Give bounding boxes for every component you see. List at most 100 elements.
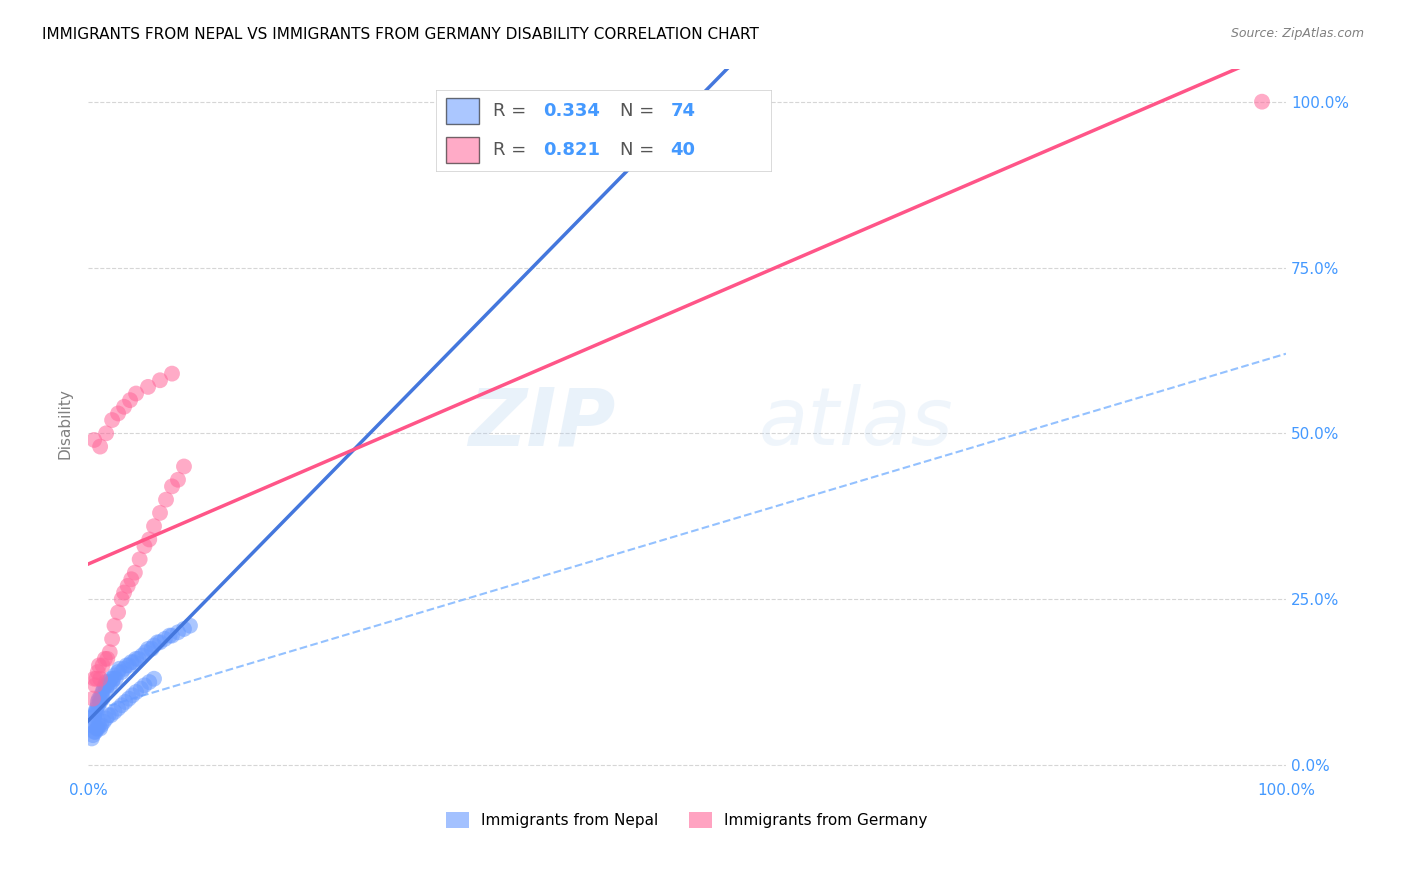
Point xyxy=(146,635,169,649)
Point xyxy=(103,668,125,682)
Point xyxy=(96,652,118,666)
Point xyxy=(143,639,166,653)
Point xyxy=(143,672,166,686)
Point xyxy=(112,662,135,676)
Point xyxy=(89,691,111,706)
Point xyxy=(90,718,112,732)
Point xyxy=(138,533,160,547)
Point xyxy=(87,658,110,673)
Point xyxy=(91,658,114,673)
Point xyxy=(135,645,157,659)
Point xyxy=(103,672,125,686)
Point xyxy=(136,641,159,656)
Point xyxy=(103,705,125,719)
Point xyxy=(86,705,108,719)
Point xyxy=(83,433,105,447)
Point xyxy=(131,648,153,663)
Point xyxy=(87,698,110,713)
Text: ZIP: ZIP xyxy=(468,384,616,462)
Point xyxy=(83,672,105,686)
Point xyxy=(89,440,111,454)
Point xyxy=(90,689,112,703)
Point xyxy=(100,672,122,686)
Point xyxy=(107,665,129,679)
Point xyxy=(87,718,110,732)
Point xyxy=(94,675,117,690)
Point xyxy=(134,678,156,692)
Point xyxy=(94,712,117,726)
Point xyxy=(87,691,110,706)
Point xyxy=(80,718,103,732)
Point xyxy=(155,492,177,507)
Y-axis label: Disability: Disability xyxy=(58,388,72,458)
Point xyxy=(159,629,181,643)
Point xyxy=(83,724,105,739)
Point xyxy=(89,672,111,686)
Point xyxy=(101,413,124,427)
Point xyxy=(160,629,183,643)
Point xyxy=(120,393,142,408)
Point xyxy=(101,675,124,690)
Point xyxy=(96,678,118,692)
Point xyxy=(125,685,148,699)
Point xyxy=(80,731,103,746)
Point xyxy=(93,714,115,729)
Point xyxy=(114,695,136,709)
Point xyxy=(84,678,107,692)
Point xyxy=(138,675,160,690)
Text: Source: ZipAtlas.com: Source: ZipAtlas.com xyxy=(1230,27,1364,40)
Point xyxy=(134,539,156,553)
Point xyxy=(87,722,110,736)
Point xyxy=(149,373,172,387)
Point xyxy=(86,701,108,715)
Point xyxy=(124,566,146,580)
Point xyxy=(1251,95,1274,109)
Point xyxy=(179,618,201,632)
Point xyxy=(103,618,125,632)
Point xyxy=(86,722,108,736)
Point xyxy=(87,665,110,679)
Point xyxy=(173,459,195,474)
Point xyxy=(94,426,117,441)
Point xyxy=(93,681,115,696)
Point xyxy=(127,652,149,666)
Point xyxy=(87,695,110,709)
Point xyxy=(84,724,107,739)
Point xyxy=(104,672,127,686)
Point xyxy=(149,635,172,649)
Point xyxy=(100,708,122,723)
Point xyxy=(153,632,176,646)
Point xyxy=(160,367,183,381)
Point xyxy=(94,678,117,692)
Point xyxy=(167,473,190,487)
Point xyxy=(97,708,120,723)
Point xyxy=(118,691,141,706)
Point xyxy=(89,695,111,709)
Point xyxy=(83,712,105,726)
Point xyxy=(128,552,150,566)
Point xyxy=(107,606,129,620)
Point xyxy=(173,622,195,636)
Point xyxy=(112,585,135,599)
Point xyxy=(136,380,159,394)
Point xyxy=(122,655,145,669)
Point xyxy=(101,632,124,646)
Point xyxy=(143,519,166,533)
Point xyxy=(129,681,152,696)
Point xyxy=(94,652,117,666)
Text: atlas: atlas xyxy=(759,384,953,462)
Point xyxy=(82,728,104,742)
Point xyxy=(107,406,129,420)
Point xyxy=(149,506,172,520)
Point xyxy=(98,645,121,659)
Point xyxy=(118,658,141,673)
Point xyxy=(115,658,138,673)
Point xyxy=(108,662,131,676)
Point xyxy=(117,579,139,593)
Point xyxy=(91,685,114,699)
Point xyxy=(121,689,143,703)
Point xyxy=(112,400,135,414)
Point xyxy=(111,592,134,607)
Legend: Immigrants from Nepal, Immigrants from Germany: Immigrants from Nepal, Immigrants from G… xyxy=(440,806,934,834)
Point xyxy=(111,665,134,679)
